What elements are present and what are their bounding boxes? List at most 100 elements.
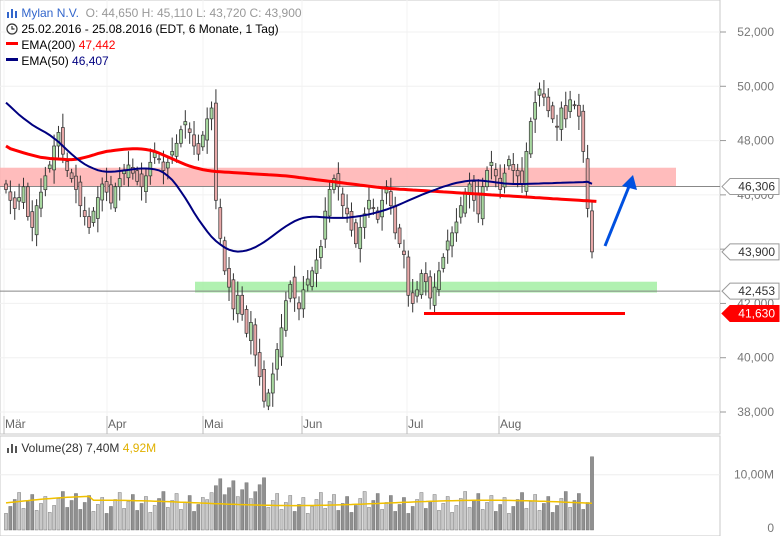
price-label-text: 46,306: [738, 180, 775, 194]
x-axis: Mär Apr Mai Jun Jul Aug: [3, 416, 521, 434]
candle-down: [546, 96, 551, 112]
volume-bar: [572, 500, 577, 531]
candle-down: [82, 210, 87, 217]
volume-bar: [249, 498, 253, 531]
candle-down: [585, 158, 590, 209]
volume-bar: [47, 512, 52, 531]
volume-legend: Volume(28) 7,40M 4,92M: [6, 441, 156, 455]
period-label: 25.02.2016 - 25.08.2016 (EDT, 6 Monate, …: [21, 22, 279, 36]
candle-down: [542, 93, 546, 98]
candle-up: [489, 161, 494, 166]
candle-down: [476, 192, 481, 215]
candle-up: [113, 186, 118, 209]
volume-bar: [196, 504, 201, 531]
volume-bar: [476, 493, 481, 531]
volume-bar: [441, 503, 446, 531]
volume-bar: [192, 511, 196, 531]
price-label-box: [721, 282, 780, 300]
x-tick-label: Mai: [204, 417, 223, 431]
volume-bar: [288, 495, 293, 531]
candle-down: [74, 175, 78, 190]
volume-bar: [454, 505, 459, 531]
trend-arrow-shaft: [603, 183, 632, 247]
volume-bar: [450, 512, 454, 531]
candle-up: [165, 161, 170, 169]
volume-bar: [227, 487, 231, 531]
candle-down: [354, 222, 358, 245]
candle-down: [69, 172, 74, 179]
volume-bar: [122, 508, 126, 531]
volume-bar: [117, 492, 122, 531]
candle-down: [8, 191, 13, 201]
volume-bar: [275, 493, 279, 531]
volume-bar: [209, 492, 214, 531]
volume-bar: [179, 509, 183, 531]
candle-up: [485, 170, 489, 188]
candle-up: [432, 286, 437, 306]
ema50-swatch: [6, 58, 18, 61]
volume-bar: [135, 510, 139, 531]
clock-icon: [6, 23, 18, 35]
volume-bar: [410, 506, 415, 531]
volume-bar: [144, 496, 148, 531]
candle-down: [109, 184, 113, 204]
volume-bar: [39, 503, 43, 531]
candle-up: [100, 183, 105, 201]
candle-up: [323, 210, 328, 240]
x-tick-label: Apr: [108, 417, 127, 431]
candle-up: [314, 259, 319, 274]
instrument-name[interactable]: Mylan N.V.: [21, 6, 79, 20]
volume-bar: [445, 496, 450, 531]
candle-up: [458, 205, 463, 218]
price-label-box: [721, 243, 780, 261]
candle-up: [39, 191, 43, 209]
volume-bar: [550, 512, 555, 531]
candle-up: [270, 373, 275, 394]
candle-down: [493, 169, 498, 177]
y-tick-label: 52,000: [737, 25, 774, 39]
candle-up: [179, 129, 183, 144]
volume-bar: [424, 508, 428, 531]
candle-up: [17, 197, 21, 202]
candle-down: [375, 210, 380, 220]
candle-down: [550, 105, 555, 120]
candle-up: [507, 159, 511, 167]
candle-up: [183, 121, 188, 126]
candle-up: [209, 107, 214, 120]
volume-bar: [480, 509, 485, 531]
ema200-value: 47,442: [78, 38, 116, 52]
candle-up: [528, 121, 533, 155]
volume-bar: [266, 507, 271, 531]
candle-down: [402, 250, 406, 255]
price-label-text: 42,453: [738, 284, 775, 298]
volume-bar: [91, 511, 96, 531]
candle-up: [43, 175, 48, 191]
volume-bar: [305, 513, 310, 531]
candle-up: [362, 213, 367, 228]
x-tick-label: Mär: [5, 417, 26, 431]
volume-bar: [380, 509, 384, 531]
volume-bar: [152, 505, 157, 531]
volume-bar: [362, 491, 367, 531]
volume-bar: [498, 504, 502, 531]
candle-up: [480, 186, 485, 220]
candle-up: [34, 205, 39, 236]
candle-down: [227, 268, 231, 288]
volume-bar: [205, 499, 209, 531]
volume-bar: [389, 495, 393, 531]
candle-down: [572, 104, 577, 107]
volume-bar: [161, 491, 166, 531]
candle-up: [266, 392, 271, 407]
volume-panel-frame: [0, 435, 721, 536]
candle-down: [78, 181, 83, 207]
candle-up: [463, 191, 468, 214]
candle-up: [117, 178, 122, 188]
volume-bar: [502, 497, 507, 531]
candle-up: [502, 172, 507, 188]
ema200-swatch: [6, 42, 18, 45]
y-tick-label: 48,000: [737, 134, 774, 148]
candle-up: [327, 189, 332, 217]
ohlc-values: O: 44,650 H: 45,110 L: 43,720 C: 43,900: [85, 6, 302, 20]
candles: [4, 80, 594, 411]
